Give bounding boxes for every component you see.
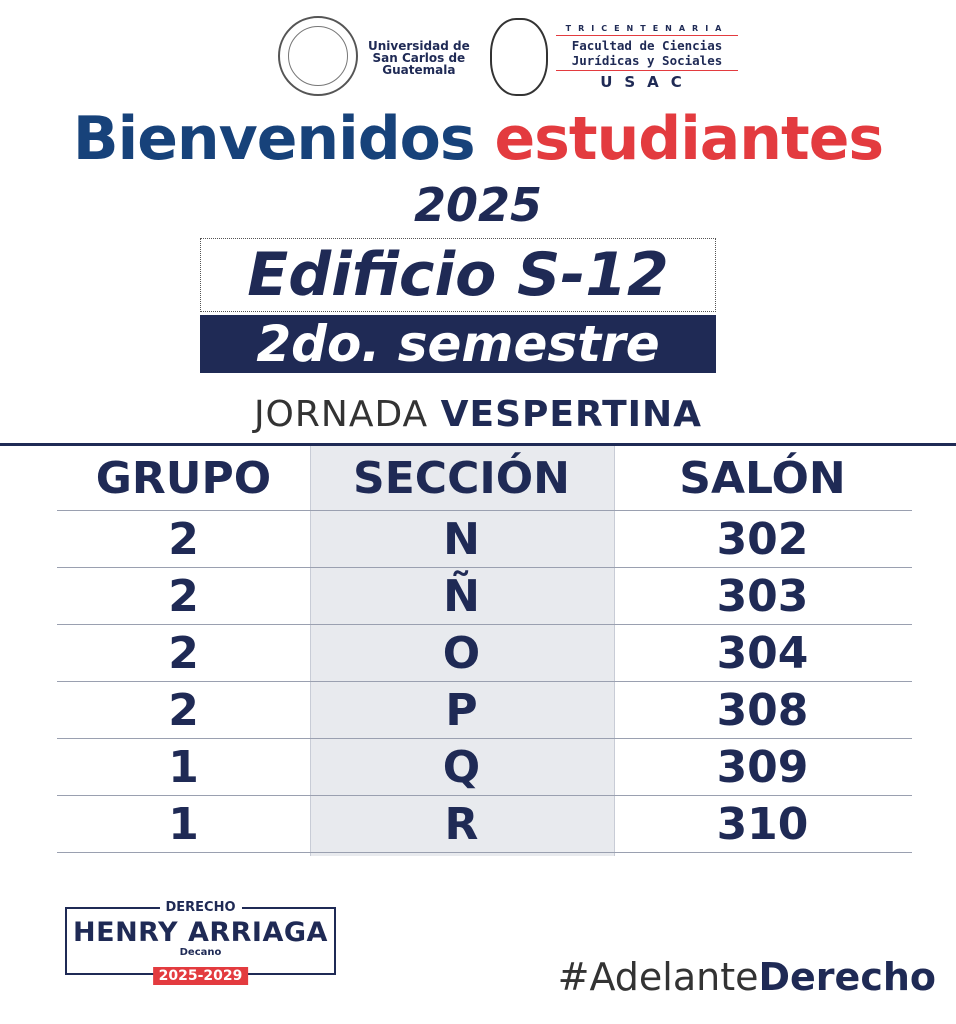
hashtag: #AdelanteDerecho	[558, 955, 936, 999]
shift-value: VESPERTINA	[440, 394, 703, 435]
dean-badge: DERECHO HENRY ARRIAGA Decano 2025-2029	[65, 900, 336, 985]
faculty-abbr: USAC	[600, 73, 694, 91]
year: 2025	[413, 178, 543, 232]
faculty-line: Jurídicas y Sociales	[571, 53, 723, 68]
header-section: SECCIÓN	[353, 452, 570, 504]
cell-room: 308	[613, 681, 912, 739]
cell-group: 2	[57, 567, 310, 625]
table-row: 2 O 304	[57, 624, 912, 682]
hashtag-light: #Adelante	[557, 955, 759, 999]
cell-room: 303	[613, 567, 912, 625]
cell-section: N	[310, 510, 613, 568]
cell-room: 310	[613, 795, 912, 853]
cell-group: 1	[57, 738, 310, 796]
building: Edificio S-12	[200, 238, 716, 312]
faculty-name: TRICENTENARIA Facultad de Ciencias Juríd…	[556, 24, 738, 91]
cell-room: 304	[613, 624, 912, 682]
cell-room: 302	[613, 510, 912, 568]
title-part1: Bienvenidos	[72, 104, 476, 174]
university-line: Guatemala	[382, 63, 456, 77]
cell-section: R	[310, 795, 613, 853]
shift-label: JORNADA	[253, 394, 429, 435]
faculty-line: Facultad de Ciencias	[571, 38, 723, 53]
dean-name: HENRY ARRIAGA	[73, 917, 328, 948]
dean-label: DERECHO	[159, 900, 242, 915]
header-room: SALÓN	[679, 452, 846, 504]
cell-group: 2	[57, 681, 310, 739]
cell-group: 2	[57, 624, 310, 682]
cell-group: 2	[57, 510, 310, 568]
table-row: 1 Q 309	[57, 738, 912, 796]
header-group: GRUPO	[95, 452, 272, 504]
faculty-tag: TRICENTENARIA	[556, 24, 738, 36]
table-row: 1 R 310	[57, 795, 912, 853]
university-line: San Carlos de	[372, 51, 466, 65]
title-part2: estudiantes	[494, 104, 884, 174]
faculty-seal-icon	[490, 18, 548, 96]
dean-years: 2025-2029	[152, 967, 249, 985]
cell-section: O	[310, 624, 613, 682]
table-row: 2 N 302	[57, 510, 912, 568]
cell-section: Ñ	[310, 567, 613, 625]
cell-section: P	[310, 681, 613, 739]
hashtag-bold: Derecho	[758, 955, 936, 999]
dean-role: Decano	[179, 947, 222, 958]
divider	[0, 443, 956, 446]
cell-section: Q	[310, 738, 613, 796]
logo-header: Universidad de San Carlos de Guatemala T…	[278, 14, 738, 100]
semester-banner: 2do. semestre	[200, 315, 716, 373]
usac-seal-icon	[278, 16, 358, 96]
university-line: Universidad de	[368, 39, 470, 53]
cell-group: 1	[57, 795, 310, 853]
faculty-lines: Facultad de Ciencias Jurídicas y Sociale…	[556, 36, 738, 71]
table-row: 2 P 308	[57, 681, 912, 739]
table-header: GRUPO SECCIÓN SALÓN	[57, 446, 912, 511]
university-name: Universidad de San Carlos de Guatemala	[368, 40, 470, 76]
welcome-title: Bienvenidos estudiantes	[0, 104, 956, 174]
cell-room: 309	[613, 738, 912, 796]
table-row: 2 Ñ 303	[57, 567, 912, 625]
shift: JORNADA VESPERTINA	[0, 394, 956, 435]
schedule-table: GRUPO SECCIÓN SALÓN 2 N 302 2 Ñ 303 2 O 304 2 P 308…	[57, 446, 912, 853]
